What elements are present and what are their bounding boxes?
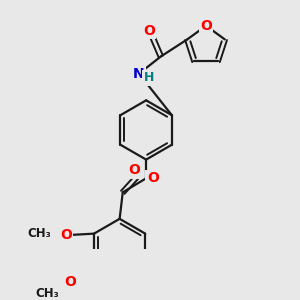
Text: O: O xyxy=(147,171,159,185)
Text: N: N xyxy=(133,67,145,81)
Text: O: O xyxy=(65,275,76,289)
Text: O: O xyxy=(60,228,72,242)
Text: H: H xyxy=(144,71,154,84)
Text: O: O xyxy=(128,163,140,177)
Text: O: O xyxy=(200,19,212,33)
Text: O: O xyxy=(143,24,155,38)
Text: CH₃: CH₃ xyxy=(35,287,59,300)
Text: CH₃: CH₃ xyxy=(27,227,51,240)
